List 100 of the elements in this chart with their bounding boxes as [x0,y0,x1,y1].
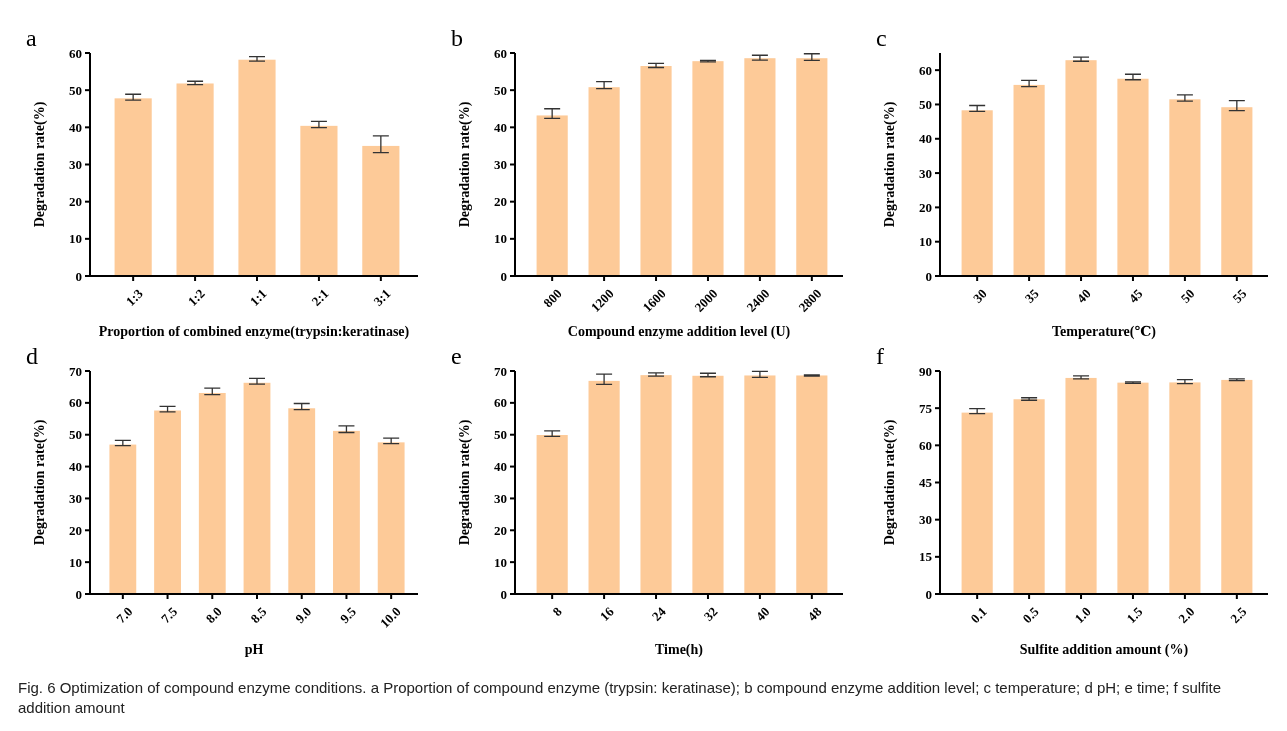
x-tick-label: 45 [1125,285,1146,306]
y-tick-label: 0 [500,586,507,602]
x-tick-label: 32 [700,603,721,624]
y-tick-label: 30 [69,490,82,506]
y-tick-label: 40 [494,119,507,135]
bar [1013,84,1045,276]
y-tick-label: 60 [69,395,82,411]
x-axis-title: Proportion of combined enzyme(trypsin:keratinase) [98,324,410,340]
y-tick-label: 30 [919,165,932,181]
x-tick-label: 9.5 [336,603,360,627]
y-axis-title: Degradation rate(%) [32,101,48,228]
y-tick-label: 20 [69,522,82,538]
x-tick-label: 24 [648,603,669,624]
bar [109,444,137,594]
chart-title: d [26,343,38,369]
y-tick-label: 40 [494,459,507,475]
y-tick-label: 20 [919,199,932,215]
bar [796,375,828,594]
x-tick-label: 1:1 [246,285,270,309]
bar [536,435,568,594]
bar [1065,377,1097,594]
x-tick-label: 3:1 [370,285,394,309]
x-axis-title: pH [244,642,264,657]
y-tick-label: 40 [69,459,82,475]
y-tick-label: 60 [69,45,82,61]
bar [243,382,271,594]
bar [1117,78,1149,276]
x-tick-label: 50 [1177,285,1198,306]
x-tick-label: 48 [804,603,825,624]
y-axis-title: Degradation rate(%) [882,419,898,546]
bar [692,375,724,594]
y-tick-label: 75 [919,400,933,416]
bar [238,59,276,276]
bar [961,110,993,276]
y-tick-label: 60 [919,437,932,453]
bar [377,442,405,594]
x-tick-label: 8 [549,603,566,620]
chart-title: a [26,25,37,51]
y-axis-title: Degradation rate(%) [457,419,473,546]
x-tick-label: 0.5 [1019,603,1043,627]
x-axis-title: Temperature(℃) [1052,324,1157,340]
bar [536,115,568,276]
y-tick-label: 10 [919,234,932,250]
bar [333,430,360,594]
bar [1117,382,1149,594]
chart-title: b [451,25,463,51]
bar [288,408,316,594]
y-tick-label: 30 [494,490,507,506]
x-tick-label: 1.5 [1123,603,1146,627]
bar [154,410,181,594]
bar [640,66,672,276]
y-tick-label: 60 [919,62,932,78]
x-tick-label: 55 [1229,285,1250,306]
y-tick-label: 40 [919,131,932,147]
y-axis-title: Degradation rate(%) [32,419,48,546]
y-tick-label: 50 [69,82,82,98]
y-tick-label: 50 [494,82,507,98]
bar [198,392,226,594]
y-tick-label: 10 [494,554,507,570]
x-axis-title: Time(h) [655,642,704,658]
y-tick-label: 45 [919,475,933,491]
y-tick-label: 30 [919,512,932,528]
bar [796,58,828,276]
y-tick-label: 0 [75,586,82,602]
x-tick-label: 8.0 [202,603,225,627]
y-axis-title: Degradation rate(%) [882,101,898,228]
y-tick-label: 70 [69,363,82,379]
y-axis-title: Degradation rate(%) [457,101,473,228]
x-tick-label: 0.1 [967,603,990,627]
y-tick-label: 20 [494,194,507,210]
x-tick-label: 16 [596,603,618,624]
y-tick-label: 10 [69,554,82,570]
y-tick-label: 0 [925,586,932,602]
x-tick-label: 30 [969,285,990,306]
y-tick-label: 50 [494,427,507,443]
bar [744,58,776,276]
y-tick-label: 40 [69,119,82,135]
x-tick-label: 8.5 [247,603,270,627]
y-tick-label: 90 [919,363,932,379]
bar [692,61,724,276]
y-tick-label: 0 [500,268,507,284]
x-tick-label: 9.0 [292,603,315,627]
x-tick-label: 2:1 [308,285,332,309]
bar [362,145,400,276]
x-axis-title: Sulfite addition amount (%) [1019,642,1189,658]
x-tick-label: 1.0 [1071,603,1094,627]
y-tick-label: 0 [75,268,82,284]
bar [588,380,620,594]
x-tick-label: 2.0 [1175,603,1198,627]
y-tick-label: 50 [69,427,82,443]
y-tick-label: 30 [494,157,507,173]
x-tick-label: 7.5 [158,603,181,627]
y-tick-label: 70 [494,363,507,379]
y-tick-label: 60 [494,395,507,411]
bar [744,375,776,594]
y-tick-label: 0 [925,268,932,284]
chart-title: e [451,343,462,369]
bar [961,412,993,594]
x-tick-label: 40 [1073,285,1094,306]
y-tick-label: 20 [69,194,82,210]
